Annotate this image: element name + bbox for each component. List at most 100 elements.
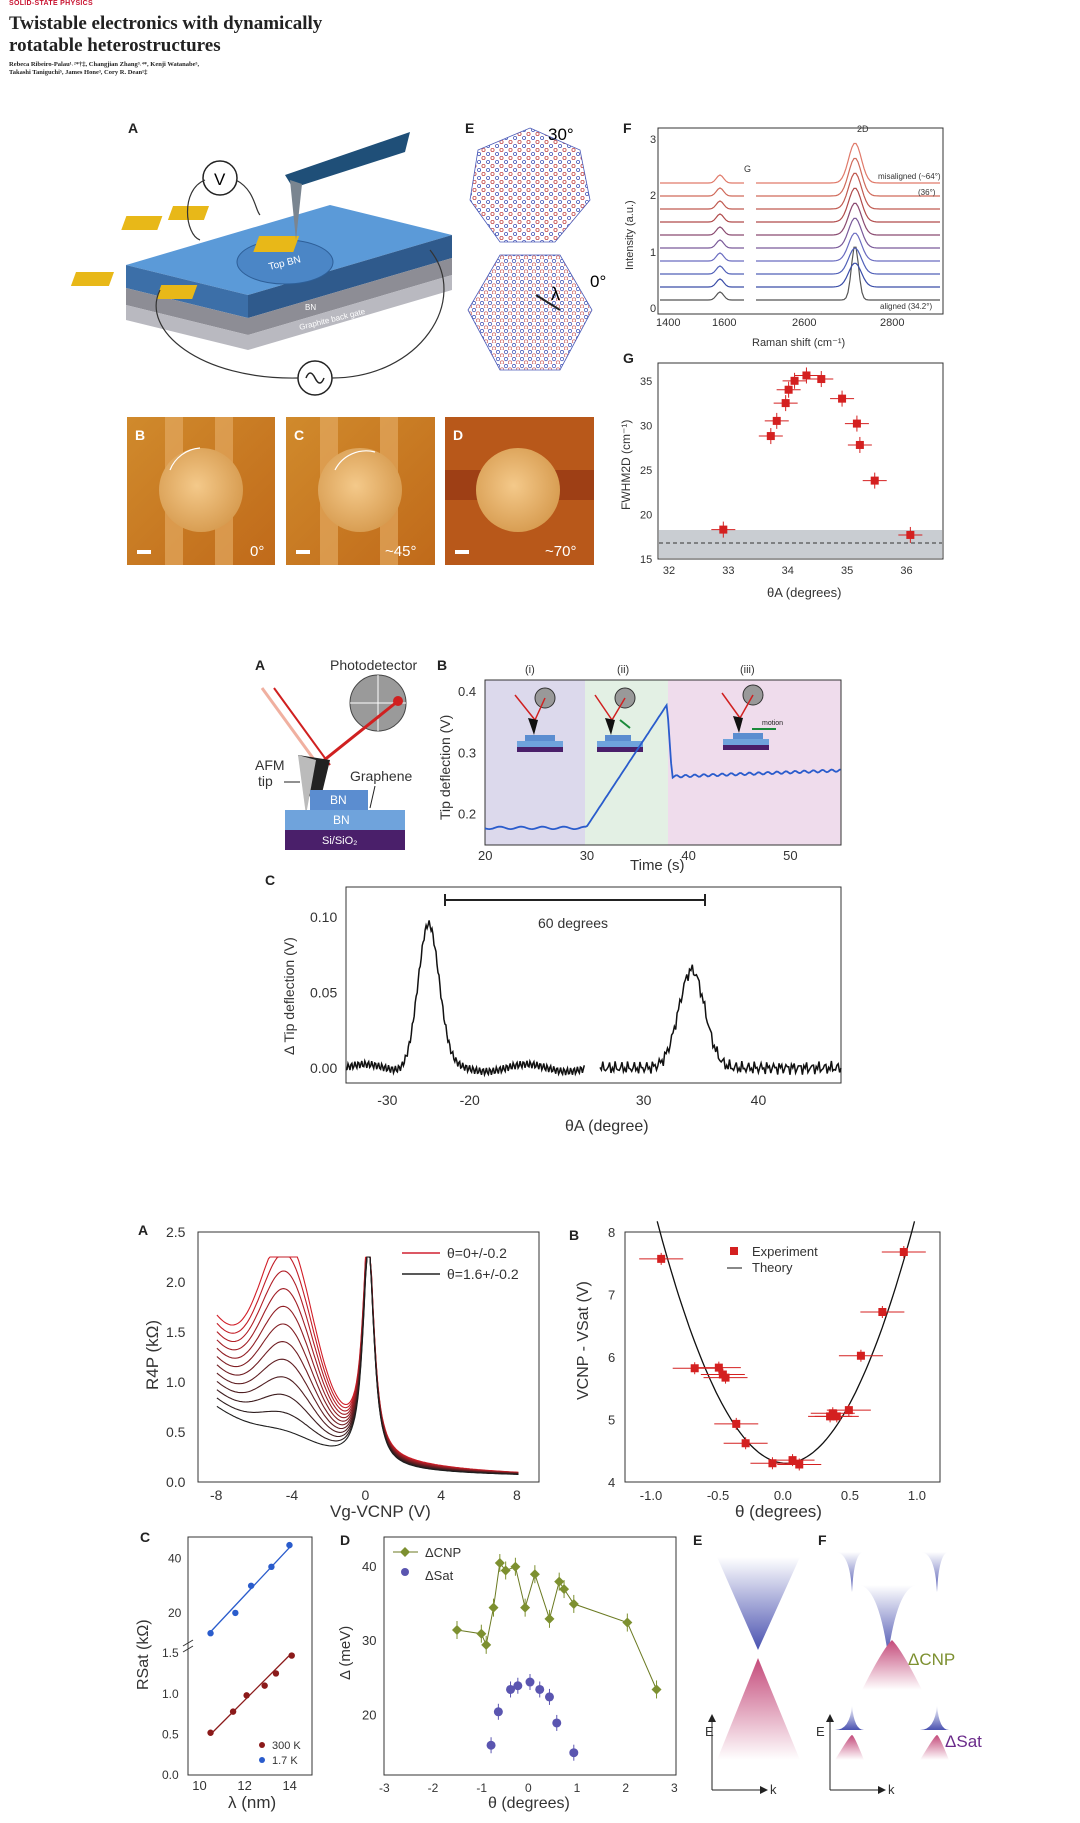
fig3-panel-d: D ΔCNP ΔSat -3 -2 -1 0 1 2 3 20 30 40 θ (degrees)… (337, 1532, 678, 1812)
disc (476, 448, 560, 532)
data-point (529, 1569, 540, 1580)
data-point (513, 1681, 523, 1691)
band-icon (835, 1552, 864, 1592)
data-point (856, 1351, 865, 1360)
panel-label: B (437, 657, 447, 673)
data-point (544, 1613, 555, 1624)
data-point (788, 1456, 797, 1465)
article-title: Twistable electronics with dynamically r… (9, 13, 709, 57)
legend-label: Theory (752, 1260, 793, 1275)
k-label: k (770, 1782, 777, 1797)
panel-label: B (569, 1227, 579, 1243)
panel-label: G (623, 350, 634, 366)
arrow-icon (878, 1786, 886, 1794)
voltmeter-icon (202, 160, 238, 196)
data-point (732, 1419, 741, 1428)
x-tick: -1 (476, 1781, 487, 1795)
angle-label: ~45° (385, 543, 416, 560)
wire (155, 289, 299, 379)
y-tick: 0.0 (166, 1474, 186, 1490)
band-icon (835, 1705, 864, 1730)
legend-marker (259, 1757, 265, 1763)
graphene-label: Graphene (350, 768, 412, 784)
data-point (486, 1740, 496, 1750)
panel-label: C (265, 872, 275, 888)
raman-spectra (660, 142, 940, 301)
legend-marker (400, 1547, 410, 1557)
data-point (657, 1254, 666, 1263)
data-point (651, 1684, 662, 1695)
y-axis-label: Δ (meV) (337, 1626, 354, 1680)
afm-label: AFM (255, 757, 285, 773)
angle36-label: (36°) (918, 188, 936, 197)
y-tick: 15 (640, 554, 652, 566)
data-point (559, 1584, 570, 1595)
axis-ticks: 32 33 34 35 36 15 20 25 30 35 (640, 376, 913, 577)
data-point (832, 1412, 841, 1421)
x-tick: 2 (622, 1781, 629, 1795)
plot-frame (345, 886, 842, 1084)
data-point (870, 476, 879, 485)
x-axis-label: Raman shift (cm⁻¹) (752, 337, 845, 349)
data-point (510, 1561, 521, 1572)
mini-setup-icon (594, 687, 643, 752)
panel-label: E (693, 1532, 702, 1548)
data-point (838, 394, 847, 403)
legend-label: θ=1.6+/-0.2 (447, 1266, 519, 1282)
fig1-panel-g: G 32 33 34 35 36 15 20 25 30 35 θA (degrees) FWHM… (619, 350, 944, 600)
fig2-panel-b: B (i) (ii) (iii) motion 20 30 40 50 0.2 0.3 0.… (437, 657, 842, 874)
fig3-panel-b: B Experiment Theory -1.0 -0.5 0.0 0.5 1.0 4 5 6… (569, 1221, 941, 1521)
x-axis-label: θA (degrees) (767, 585, 841, 600)
y-axis-label: Tip deflection (V) (437, 715, 453, 820)
y-tick: 0.0 (162, 1768, 179, 1782)
panel-label: A (138, 1222, 148, 1238)
author-list: Rebeca Ribeiro-Palau¹˒²*†‡, Changjian Zh… (9, 61, 709, 77)
panel-label: E (465, 120, 474, 136)
title-line-2: rotatable heterostructures (9, 35, 221, 56)
legend-label: θ=0+/-0.2 (447, 1245, 507, 1261)
raman-spectrum-line (660, 187, 940, 223)
valence-cone (717, 1658, 800, 1760)
axis-ticks: 20 30 40 50 0.2 0.3 0.4 (458, 684, 798, 863)
fig1-panel-f: F G 2D misaligned (~64°) (36°) aligned (… (623, 120, 944, 349)
gap-points (452, 1554, 662, 1761)
panel-label: D (340, 1532, 350, 1548)
axis-ticks: -3 -2 -1 0 1 2 3 20 30 40 (362, 1559, 678, 1795)
x-tick: 34 (782, 565, 794, 577)
x-tick: 10 (192, 1778, 206, 1793)
x-tick: 20 (478, 848, 492, 863)
data-point (855, 440, 864, 449)
y-tick: 4 (608, 1475, 615, 1490)
shaded-band (659, 530, 942, 558)
plot-frame (197, 1231, 540, 1483)
sine-icon (305, 372, 325, 384)
raman-spectrum-line (660, 157, 940, 197)
plot-frame (657, 362, 944, 560)
wire (331, 249, 445, 379)
r4p-curves (216, 1256, 519, 1475)
fig1-panel-a: A Top BN BN Graphite back gate Si/SiO₂ s… (70, 120, 452, 396)
fig1-panel-e: E 30° λ 0° (465, 120, 606, 371)
aligned-label: aligned (34.2°) (880, 302, 932, 311)
phase-iii-bg (668, 680, 841, 845)
authors-line-2: Takashi Taniguchi⁵, James Hone³, Cory R.… (9, 69, 148, 76)
y-axis-label: RSat (kΩ) (135, 1619, 152, 1690)
y-tick: 8 (608, 1225, 615, 1240)
data-point (766, 432, 775, 441)
title-line-1: Twistable electronics with dynamically (9, 13, 323, 34)
band-icon (920, 1705, 949, 1730)
laser-beam (273, 687, 331, 766)
y-tick: 1.0 (166, 1374, 186, 1390)
axis-break (182, 1639, 194, 1647)
k-label: k (888, 1782, 895, 1797)
fit-line (210, 1652, 293, 1735)
raman-spectrum-line (660, 217, 940, 249)
x-tick: 40 (681, 848, 695, 863)
x-tick: 1400 (656, 317, 680, 329)
data-point (802, 371, 811, 380)
data-point (229, 1708, 237, 1715)
angle-30-label: 30° (548, 125, 574, 144)
afm-tip-shadow (298, 755, 316, 815)
phase-label: (i) (525, 664, 535, 676)
legend-label: ΔSat (425, 1568, 454, 1583)
